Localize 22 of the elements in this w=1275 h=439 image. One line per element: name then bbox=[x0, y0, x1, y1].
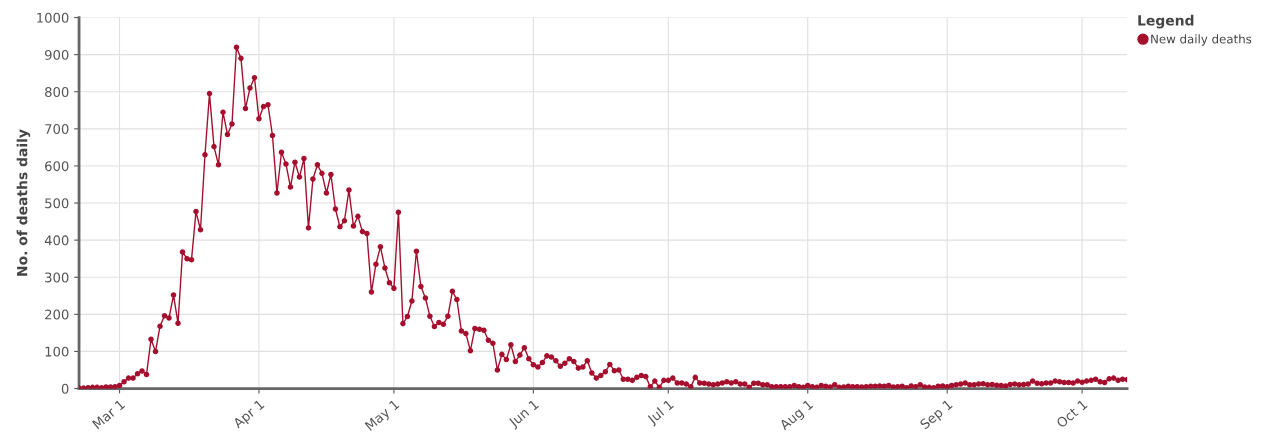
y-tick-label: 300 bbox=[45, 272, 69, 283]
x-tick-label: Jun 1 bbox=[507, 399, 541, 430]
x-tick-label: Aug 1 bbox=[778, 399, 816, 433]
x-tick-label: May 1 bbox=[364, 399, 402, 433]
y-tick-label: 200 bbox=[45, 309, 69, 320]
legend-title: Legend bbox=[1138, 14, 1194, 29]
x-tick-label: Jul 1 bbox=[645, 399, 676, 427]
y-tick-label: 0 bbox=[61, 383, 69, 394]
y-tick-label: 100 bbox=[45, 346, 69, 357]
x-tick-label: Sep 1 bbox=[919, 399, 955, 432]
y-tick-label: 1000 bbox=[37, 12, 69, 23]
y-tick-label: 600 bbox=[45, 161, 69, 172]
y-tick-label: 900 bbox=[44, 49, 69, 60]
y-axis-title: No. of deaths daily bbox=[16, 129, 31, 276]
legend-label: New daily deaths bbox=[1151, 34, 1252, 46]
x-tick-label: Mar 1 bbox=[92, 399, 126, 430]
x-tick-label: Oct 1 bbox=[1055, 399, 1088, 429]
y-tick-label: 800 bbox=[45, 86, 69, 97]
x-tick-label: Apr 1 bbox=[232, 399, 267, 431]
y-tick-label: 700 bbox=[45, 124, 69, 135]
y-tick-label: 400 bbox=[44, 235, 69, 246]
y-tick-label: 500 bbox=[45, 198, 69, 209]
